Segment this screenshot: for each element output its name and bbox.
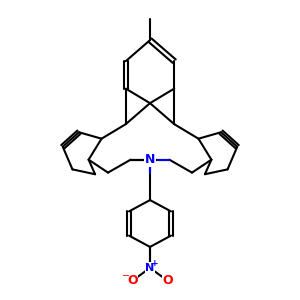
Text: N: N <box>145 153 155 166</box>
Text: +: + <box>151 259 158 268</box>
Text: O: O <box>163 274 173 287</box>
Text: N: N <box>146 263 154 273</box>
Text: −: − <box>122 271 130 281</box>
Text: O: O <box>127 274 137 287</box>
